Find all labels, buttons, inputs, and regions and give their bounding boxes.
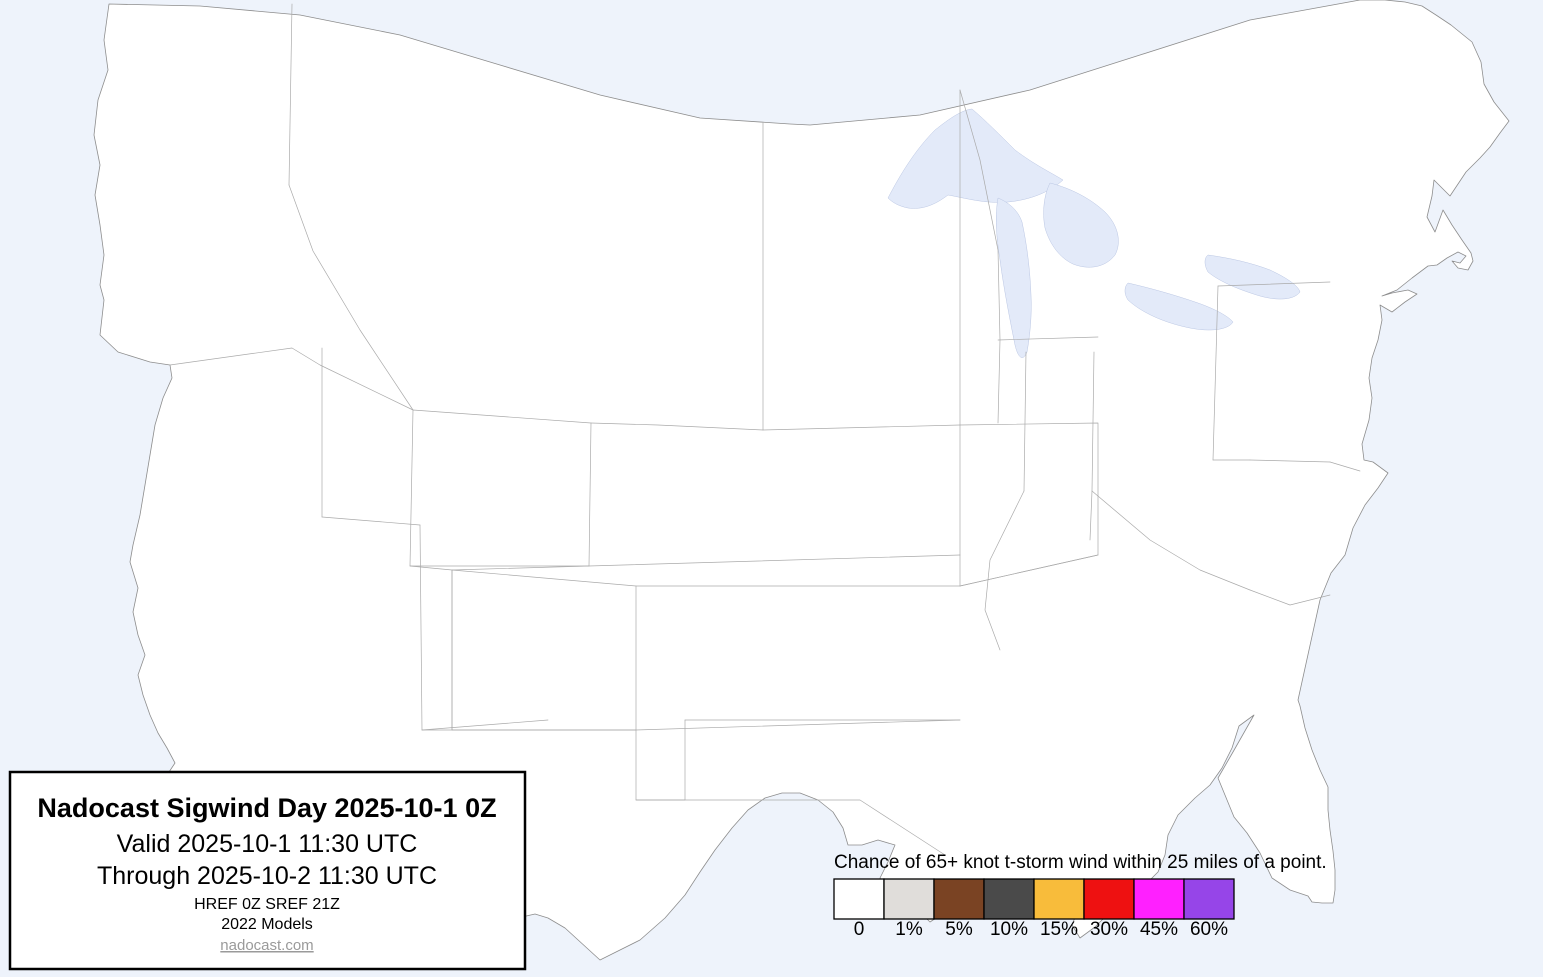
- svg-text:10%: 10%: [990, 919, 1028, 940]
- svg-text:Through 2025-10-2 11:30 UTC: Through 2025-10-2 11:30 UTC: [97, 862, 437, 890]
- svg-text:45%: 45%: [1140, 919, 1178, 940]
- svg-text:0: 0: [854, 919, 865, 940]
- svg-text:Valid 2025-10-1 11:30 UTC: Valid 2025-10-1 11:30 UTC: [117, 830, 418, 858]
- svg-text:60%: 60%: [1190, 919, 1228, 940]
- svg-text:30%: 30%: [1090, 919, 1128, 940]
- svg-text:Chance of 65+ knot t-storm win: Chance of 65+ knot t-storm wind within 2…: [834, 852, 1327, 873]
- svg-text:15%: 15%: [1040, 919, 1078, 940]
- svg-text:5%: 5%: [945, 919, 973, 940]
- svg-text:nadocast.com: nadocast.com: [220, 937, 313, 954]
- svg-text:2022 Models: 2022 Models: [221, 916, 313, 933]
- svg-text:1%: 1%: [895, 919, 923, 940]
- svg-text:Nadocast Sigwind Day 2025-10-1: Nadocast Sigwind Day 2025-10-1 0Z: [37, 793, 496, 823]
- svg-text:HREF 0Z SREF 21Z: HREF 0Z SREF 21Z: [194, 896, 340, 913]
